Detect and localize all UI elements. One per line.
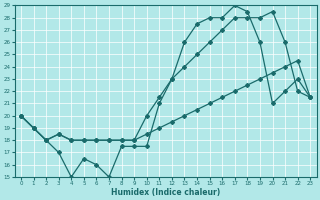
X-axis label: Humidex (Indice chaleur): Humidex (Indice chaleur) bbox=[111, 188, 220, 197]
